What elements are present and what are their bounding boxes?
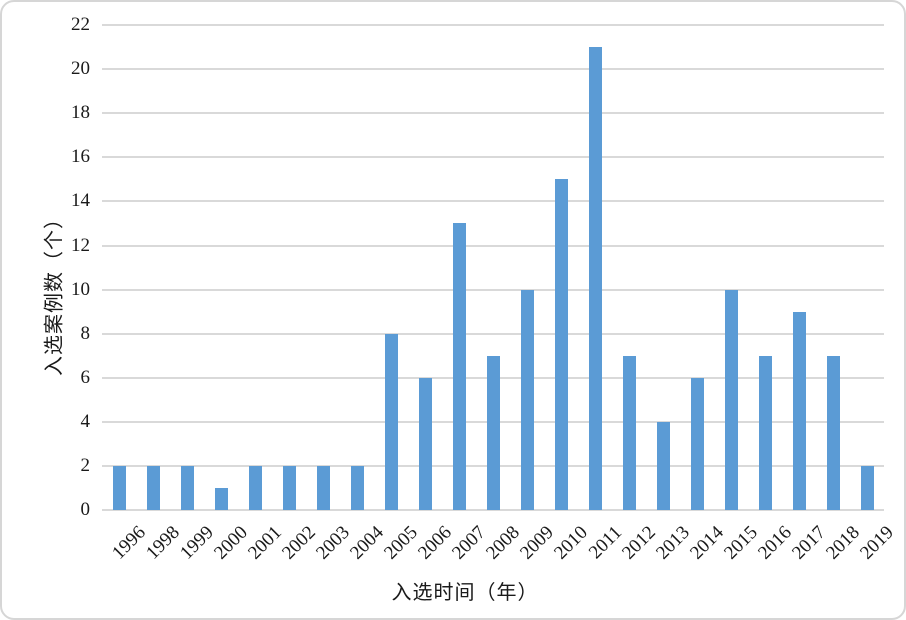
bar-2014 — [690, 377, 704, 510]
bar-2008 — [486, 355, 500, 510]
bar-2003 — [316, 465, 330, 510]
x-tick-label: 2010 — [550, 522, 592, 564]
bar-2004 — [350, 465, 364, 510]
x-tick-label: 2007 — [448, 522, 490, 564]
gridline — [102, 200, 884, 203]
bar-2018 — [826, 355, 840, 510]
x-tick-label: 2019 — [856, 522, 898, 564]
bar-2007 — [452, 223, 466, 510]
x-tick-label: 2015 — [720, 522, 762, 564]
gridline — [102, 24, 884, 26]
x-tick-label: 1999 — [176, 522, 218, 564]
y-tick-label: 4 — [80, 410, 91, 432]
x-tick-label: 2013 — [652, 522, 694, 564]
bar-2011 — [588, 47, 602, 510]
bar-2000 — [214, 488, 228, 510]
bar-2012 — [622, 355, 636, 510]
bar-2016 — [758, 355, 772, 510]
gridline — [102, 288, 884, 291]
gridline — [102, 68, 884, 71]
gridline — [102, 156, 884, 159]
y-tick-label: 6 — [80, 366, 91, 388]
x-axis-title: 入选时间（年） — [391, 582, 539, 604]
x-tick-label: 2006 — [414, 522, 456, 564]
y-tick-label: 16 — [71, 146, 90, 168]
bar-2017 — [792, 311, 806, 510]
bar-2010 — [554, 179, 568, 510]
x-tick-label: 2005 — [380, 522, 422, 564]
y-tick-label: 10 — [71, 278, 90, 300]
bar-2001 — [248, 465, 262, 510]
x-tick-label: 2009 — [516, 522, 558, 564]
x-tick-label: 2008 — [482, 522, 524, 564]
x-tick-label: 2001 — [244, 522, 286, 564]
x-tick-label: 2017 — [788, 522, 830, 564]
x-tick-label: 2000 — [210, 522, 252, 564]
gridline — [102, 244, 884, 247]
y-tick-label: 8 — [80, 322, 91, 344]
y-tick-label: 14 — [71, 190, 90, 212]
x-tick-label: 2016 — [754, 522, 796, 564]
x-tick-label: 2018 — [822, 522, 864, 564]
bar-2005 — [384, 333, 398, 510]
y-tick-label: 18 — [71, 102, 90, 124]
x-tick-label: 1998 — [142, 522, 184, 564]
gridline — [102, 112, 884, 115]
x-tick-label: 2002 — [278, 522, 320, 564]
bar-2013 — [656, 421, 670, 510]
y-axis-title: 入选案例数（个） — [43, 208, 66, 376]
bar-2015 — [724, 289, 738, 510]
x-tick-label: 1996 — [108, 522, 150, 564]
bar-2006 — [418, 377, 432, 510]
x-tick-label: 2011 — [584, 522, 626, 564]
bar-1998 — [146, 465, 160, 510]
bar-1996 — [112, 465, 126, 510]
bar-2019 — [860, 465, 874, 510]
gridline — [102, 332, 884, 335]
bar-2002 — [282, 465, 296, 510]
x-tick-label: 2014 — [686, 522, 728, 564]
bar-1999 — [180, 465, 194, 510]
y-tick-label: 12 — [71, 234, 90, 256]
x-tick-label: 2004 — [346, 522, 388, 564]
y-tick-label: 20 — [71, 58, 90, 80]
y-tick-label: 22 — [71, 14, 90, 35]
y-tick-label: 0 — [80, 499, 91, 520]
x-tick-label: 2012 — [618, 522, 660, 564]
y-tick-label: 2 — [80, 454, 91, 476]
gridline — [102, 509, 884, 511]
x-tick-label: 2003 — [312, 522, 354, 564]
bar-2009 — [520, 289, 534, 510]
